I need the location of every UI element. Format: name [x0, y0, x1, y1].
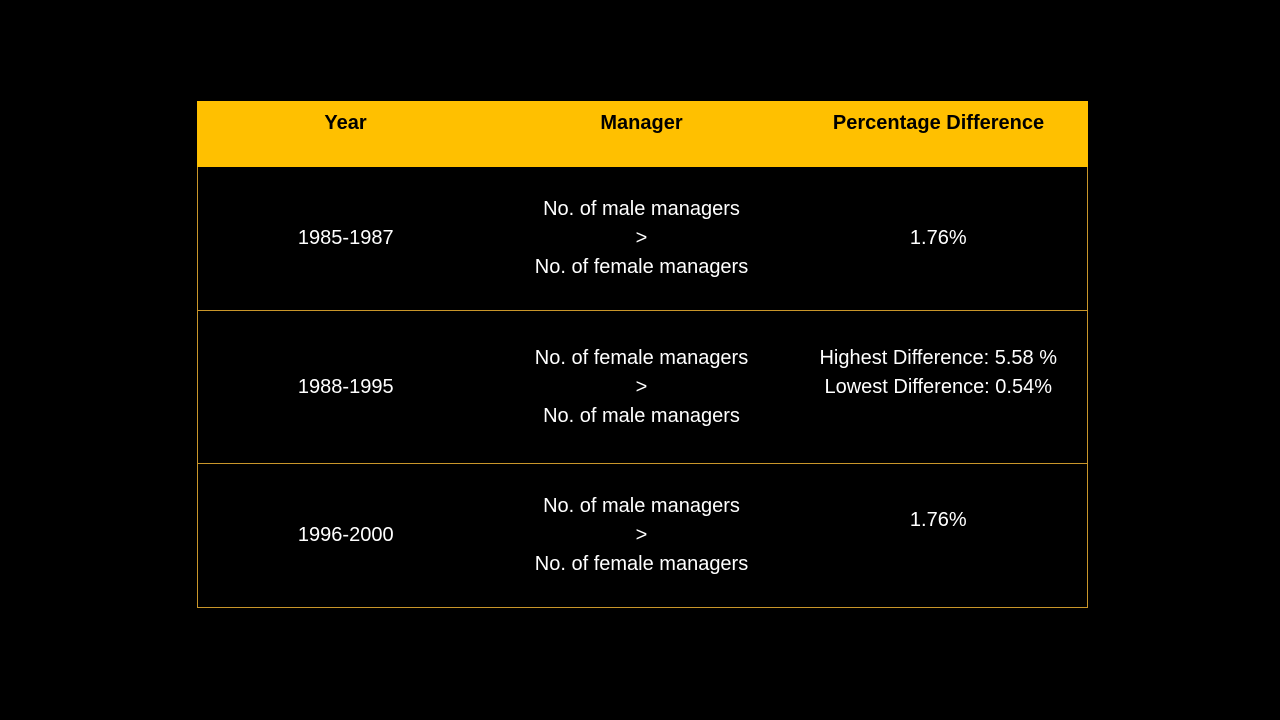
manager-line: No. of male managers: [543, 404, 740, 427]
header-year: Year: [197, 101, 494, 167]
percentage-value: 1.76%: [909, 227, 967, 249]
percentage-highest: Highest Difference: 5.58 %: [819, 347, 1058, 369]
year-cell: 1985-1987: [197, 167, 494, 311]
manager-line: No. of female managers: [534, 346, 749, 369]
header-manager: Manager: [493, 101, 790, 167]
header-percentage-difference: Percentage Difference: [789, 101, 1088, 167]
manager-cell: No. of male managers > No. of female man…: [493, 167, 790, 311]
percentage-lowest: Lowest Difference: 0.54%: [824, 376, 1053, 398]
manager-cell: No. of male managers > No. of female man…: [493, 463, 790, 608]
year-cell: 1988-1995: [197, 310, 494, 464]
manager-comparator: >: [635, 524, 648, 546]
manager-comparator: >: [635, 227, 648, 249]
percentage-cell: 1.76%: [789, 463, 1088, 608]
manager-comparator: >: [635, 375, 648, 398]
manager-line: No. of female managers: [534, 553, 749, 575]
manager-line: No. of male managers: [543, 198, 740, 220]
manager-line: No. of female managers: [534, 256, 749, 278]
percentage-cell: Highest Difference: 5.58 % Lowest Differ…: [789, 310, 1088, 464]
percentage-value: 1.76%: [909, 509, 967, 531]
manager-cell: No. of female managers > No. of male man…: [493, 310, 790, 464]
manager-line: No. of male managers: [543, 495, 740, 517]
table-row: 1988-1995 No. of female managers > No. o…: [197, 310, 1088, 464]
manager-comparison-table: Year Manager Percentage Difference 1985-…: [197, 101, 1088, 608]
table-row: 1985-1987 No. of male managers > No. of …: [197, 167, 1088, 311]
table-header-row: Year Manager Percentage Difference: [197, 101, 1088, 167]
year-cell: 1996-2000: [197, 463, 494, 608]
table-row: 1996-2000 No. of male managers > No. of …: [197, 463, 1088, 608]
percentage-cell: 1.76%: [789, 167, 1088, 311]
